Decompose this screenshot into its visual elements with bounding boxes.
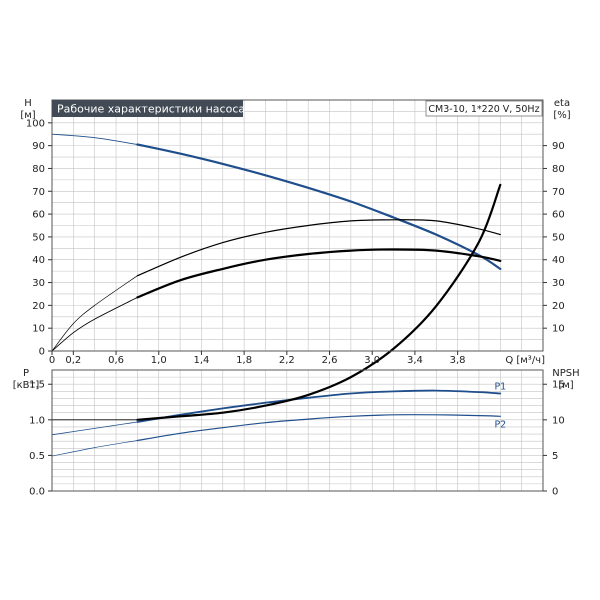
y-left-tick-label: 70 bbox=[32, 187, 45, 198]
y-left-tick-label: 60 bbox=[32, 210, 45, 221]
y-right-label: NPSH bbox=[552, 368, 579, 379]
y-right-tick-label: 5 bbox=[552, 451, 558, 462]
x-tick-label: 1,8 bbox=[236, 355, 252, 366]
model-info: CM3-10, 1*220 V, 50Hz bbox=[428, 104, 539, 115]
head-curve bbox=[136, 143, 502, 270]
y-right-label: eta bbox=[554, 98, 570, 109]
grid-layer bbox=[51, 99, 544, 492]
y-right-tick-label: 90 bbox=[552, 141, 565, 152]
series-label-p2: P2 bbox=[494, 419, 506, 430]
frame-layer bbox=[48, 99, 547, 492]
efficiency-curve-1 bbox=[136, 219, 501, 277]
efficiency-curve-1-thin bbox=[51, 275, 138, 352]
npsh-curve bbox=[136, 183, 502, 421]
y-left-tick-label: 20 bbox=[32, 301, 45, 312]
y-right-tick-label: 10 bbox=[552, 415, 565, 426]
power-p1-curve-thin bbox=[51, 421, 138, 436]
chart-title: Рабочие характеристики насоса bbox=[57, 103, 245, 116]
y-left-tick-label: 0 bbox=[39, 347, 45, 358]
x-tick-label: 1,4 bbox=[193, 355, 209, 366]
y-right-tick-label: 40 bbox=[552, 255, 565, 266]
power-p1-curve bbox=[136, 389, 502, 423]
y-left-tick-label: 30 bbox=[32, 278, 45, 289]
y-left-tick-label: 40 bbox=[32, 255, 45, 266]
text-layer: Рабочие характеристики насоса CM3-10, 1*2… bbox=[13, 98, 580, 498]
x-tick-label: 3,0 bbox=[364, 355, 380, 366]
y-left-tick-label: 0.5 bbox=[29, 451, 45, 462]
y-left-tick-label: 50 bbox=[32, 232, 45, 243]
efficiency-curve-2 bbox=[136, 248, 502, 299]
x-tick-label: 1,0 bbox=[151, 355, 167, 366]
y-left-unit: [кВт] bbox=[13, 380, 40, 391]
y-right-unit: [м] bbox=[558, 380, 573, 391]
y-right-unit: [%] bbox=[553, 110, 570, 121]
x-tick-label: 0,6 bbox=[108, 355, 124, 366]
y-left-label: P bbox=[23, 368, 29, 379]
y-left-label: H bbox=[24, 98, 32, 109]
power-p2-curve-thin bbox=[51, 440, 138, 457]
x-tick-label: 3,4 bbox=[407, 355, 423, 366]
x-tick-label: 2,2 bbox=[279, 355, 295, 366]
y-right-tick-label: 50 bbox=[552, 232, 565, 243]
y-left-tick-label: 90 bbox=[32, 141, 45, 152]
y-right-tick-label: 80 bbox=[552, 164, 565, 175]
head-curve-thin bbox=[51, 133, 138, 145]
x-axis-label: Q [м³/ч] bbox=[505, 355, 545, 366]
series-label-p1: P1 bbox=[494, 381, 506, 392]
power-p2-curve bbox=[136, 414, 501, 442]
y-right-tick-label: 30 bbox=[552, 278, 565, 289]
model-info-box bbox=[425, 100, 543, 117]
y-right-tick-label: 15 bbox=[552, 380, 565, 391]
y-right-tick-label: 0 bbox=[552, 487, 558, 498]
curves-layer bbox=[51, 133, 502, 457]
y-right-tick-label: 10 bbox=[552, 324, 565, 335]
x-tick-label: 2,6 bbox=[322, 355, 338, 366]
y-left-tick-label: 1.0 bbox=[29, 415, 45, 426]
y-left-tick-label: 10 bbox=[32, 324, 45, 335]
y-left-tick-label: 100 bbox=[26, 118, 45, 129]
y-left-tick-label: 80 bbox=[32, 164, 45, 175]
y-left-tick-label: 1.5 bbox=[29, 380, 45, 391]
y-right-tick-label: 60 bbox=[552, 210, 565, 221]
y-right-tick-label: 70 bbox=[552, 187, 565, 198]
y-left-unit: [м] bbox=[20, 110, 35, 121]
y-left-tick-label: 0.0 bbox=[29, 487, 45, 498]
top-panel-frame bbox=[51, 99, 544, 352]
efficiency-curve-2-thin bbox=[51, 296, 138, 352]
x-tick-label: 0 bbox=[49, 355, 55, 366]
chart-title-box bbox=[52, 100, 243, 117]
bottom-panel-frame bbox=[51, 369, 544, 492]
y-right-tick-label: 20 bbox=[552, 301, 565, 312]
x-tick-label: 3,8 bbox=[450, 355, 466, 366]
x-tick-label: 0,2 bbox=[65, 355, 81, 366]
